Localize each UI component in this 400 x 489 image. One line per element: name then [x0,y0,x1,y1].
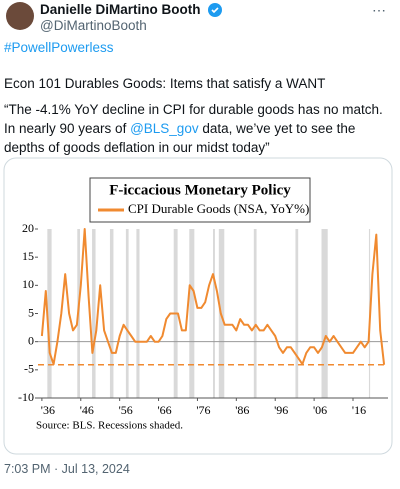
chart-title: F-iccacious Monetary Policy [109,182,291,198]
author-handle[interactable]: @DiMartinoBooth [40,18,147,33]
x-tick-label: '56 [119,403,133,417]
x-tick-label: '66 [157,403,171,417]
recession-band [136,229,140,398]
y-tick-label: 15 [22,249,34,263]
avatar[interactable] [6,2,34,30]
recession-band [295,229,299,398]
y-tick-label: 20 [22,221,34,235]
x-tick-label: '86 [235,403,249,417]
recession-band [321,229,328,398]
image-frame [3,157,393,455]
y-tick-label: -5 [24,362,34,376]
x-tick-label: '96 [274,403,288,417]
x-tick-label: '36 [41,403,55,417]
tweet-quote: “The -4.1% YoY decline in CPI for durabl… [4,100,394,157]
chart-source: Source: BLS. Recessions shaded. [36,420,183,432]
recession-band [253,229,257,398]
y-tick-label: -10 [18,390,34,404]
y-tick-label: 10 [22,277,34,291]
mention[interactable]: @BLS_gov [130,121,199,136]
recession-band [213,229,215,398]
quote-text: “The -4.1% YoY decline in CPI for durabl… [4,102,383,136]
recession-band [125,229,129,398]
y-tick-label: 0 [28,333,34,347]
x-tick-label: '16 [352,403,366,417]
legend-label: CPI Durable Goods (NSA, YoY%) [128,201,309,216]
series-line [40,228,386,366]
quote-text: data, we’ve yet to see the depths of goo… [4,121,356,155]
tweet-line: Econ 101 Durables Goods: Items that sati… [4,76,326,91]
more-menu[interactable]: ⋯ [372,2,386,18]
x-tick-label: '06 [313,403,327,417]
hashtag[interactable]: #PowellPowerless [4,40,114,55]
x-tick-label: '46 [80,403,94,417]
recession-band [47,229,52,398]
verified-badge [208,3,222,17]
recession-band [109,229,114,398]
recession-band [92,229,96,398]
x-tick-label: '76 [196,403,210,417]
title-box [89,177,311,223]
author-name[interactable]: Danielle DiMartino Booth [40,2,201,17]
timestamp[interactable]: 7:03 PM · Jul 13, 2024 [4,462,130,476]
y-tick-label: 5 [28,305,34,319]
recession-band [189,229,195,398]
